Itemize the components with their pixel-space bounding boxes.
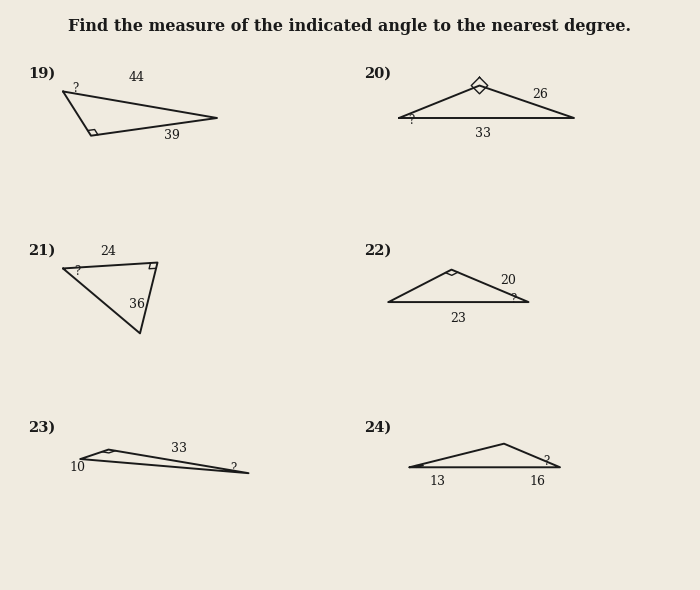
Text: 19): 19) [28,67,55,81]
Text: 13: 13 [430,475,445,488]
Text: 22): 22) [364,244,391,258]
Text: ?: ? [230,462,236,475]
Text: ?: ? [543,455,549,468]
Text: ?: ? [409,114,414,127]
Text: 20): 20) [364,67,391,81]
Text: 39: 39 [164,129,179,142]
Text: 23: 23 [451,312,466,325]
Text: 20: 20 [500,274,517,287]
Text: 24): 24) [364,421,391,435]
Text: 36: 36 [130,298,146,311]
Text: 33: 33 [171,442,186,455]
Text: 16: 16 [530,475,545,488]
Text: 33: 33 [475,127,491,140]
Text: ?: ? [73,82,78,95]
Text: ?: ? [510,293,516,306]
Text: 23): 23) [28,421,55,435]
Text: ?: ? [74,265,80,278]
Text: 24: 24 [101,245,116,258]
Text: 44: 44 [129,71,144,84]
Text: 10: 10 [69,461,85,474]
Text: 26: 26 [532,88,548,101]
Text: Find the measure of the indicated angle to the nearest degree.: Find the measure of the indicated angle … [69,18,631,35]
Text: 21): 21) [28,244,55,258]
